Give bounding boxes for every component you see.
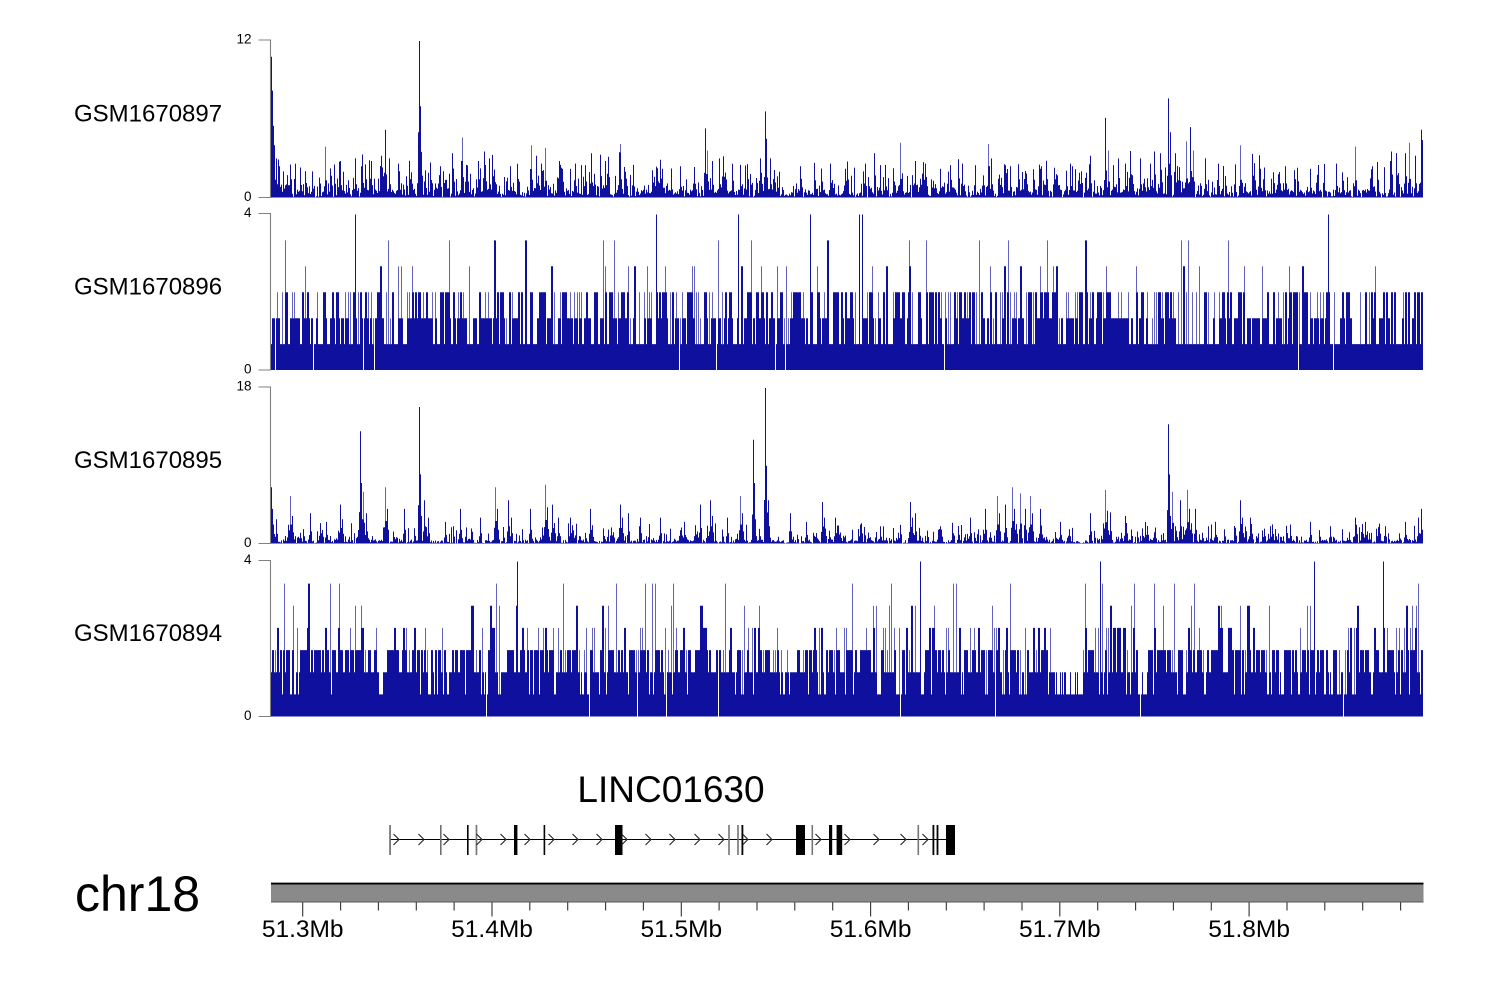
svg-text:51.4Mb: 51.4Mb <box>451 916 533 943</box>
svg-text:51.8Mb: 51.8Mb <box>1208 916 1290 943</box>
svg-text:4: 4 <box>244 552 252 567</box>
svg-text:0: 0 <box>244 189 252 204</box>
svg-text:0: 0 <box>244 535 252 550</box>
svg-text:chr18: chr18 <box>75 866 200 922</box>
svg-text:51.3Mb: 51.3Mb <box>262 916 344 943</box>
svg-text:51.7Mb: 51.7Mb <box>1019 916 1101 943</box>
svg-text:GSM1670894: GSM1670894 <box>74 620 222 647</box>
svg-text:51.5Mb: 51.5Mb <box>640 916 722 943</box>
svg-text:12: 12 <box>236 32 251 47</box>
svg-text:GSM1670896: GSM1670896 <box>74 273 222 300</box>
svg-text:4: 4 <box>244 205 252 220</box>
svg-text:LINC01630: LINC01630 <box>577 769 764 810</box>
svg-text:0: 0 <box>244 362 252 377</box>
svg-text:51.6Mb: 51.6Mb <box>830 916 912 943</box>
svg-text:18: 18 <box>236 379 251 394</box>
svg-text:0: 0 <box>244 708 252 723</box>
svg-text:GSM1670895: GSM1670895 <box>74 447 222 474</box>
svg-text:GSM1670897: GSM1670897 <box>74 100 222 127</box>
